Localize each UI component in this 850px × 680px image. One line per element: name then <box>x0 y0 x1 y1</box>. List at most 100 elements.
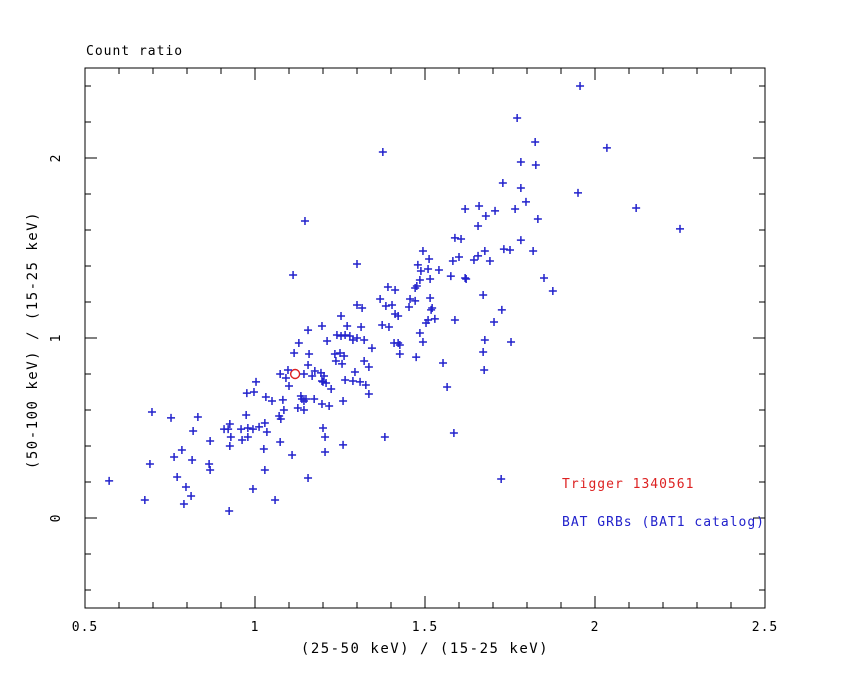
grb-point-marker <box>248 425 257 434</box>
grb-point-marker <box>516 236 525 245</box>
grb-point-marker <box>602 143 611 152</box>
grb-point-marker <box>632 204 641 213</box>
grb-point-marker <box>327 384 336 393</box>
grb-point-marker <box>299 370 308 378</box>
grb-point-marker <box>415 328 424 337</box>
grb-point-marker <box>448 256 457 265</box>
grb-point-marker <box>511 204 520 213</box>
grb-point-marker <box>350 368 359 377</box>
grb-point-marker <box>206 465 215 474</box>
grb-point-marker <box>289 271 298 279</box>
grb-point-marker <box>364 389 373 398</box>
grb-point-marker <box>225 506 234 515</box>
grb-point-marker <box>285 382 293 391</box>
grb-point-marker <box>225 442 234 450</box>
grb-point-marker <box>337 312 346 321</box>
grb-point-marker <box>341 330 350 339</box>
grb-point-marker <box>480 247 489 256</box>
grb-point-marker <box>339 397 348 405</box>
grb-point-marker <box>480 335 489 344</box>
x-tick-label: 1.5 <box>412 620 438 635</box>
grb-point-marker <box>357 323 366 332</box>
x-tick-label: 2.5 <box>752 620 778 635</box>
trigger-point-marker <box>289 368 301 380</box>
grb-point-marker <box>330 350 339 359</box>
grb-point-marker <box>300 217 309 225</box>
grb-point-marker <box>304 361 313 369</box>
grb-point-marker <box>676 224 684 233</box>
grb-point-marker <box>343 321 352 330</box>
grb-point-marker <box>480 366 489 375</box>
grb-point-marker <box>411 283 420 292</box>
grb-point-marker <box>394 312 403 321</box>
grb-point-marker <box>179 499 188 508</box>
grb-point-marker <box>261 393 270 402</box>
grb-point-marker <box>449 429 458 438</box>
grb-point-marker <box>426 274 435 283</box>
grb-point-marker <box>383 283 392 292</box>
grb-point-marker <box>531 161 540 170</box>
grb-point-marker <box>189 427 198 436</box>
grb-point-marker <box>434 265 443 274</box>
grb-point-marker <box>376 294 385 303</box>
grb-point-marker <box>206 436 215 445</box>
grb-point-marker <box>299 406 308 414</box>
grb-point-marker <box>498 179 507 188</box>
grb-point-marker <box>255 422 264 431</box>
grb-point-marker <box>516 184 525 193</box>
grb-point-marker <box>260 465 269 474</box>
grb-point-marker <box>427 305 436 314</box>
grb-point-marker <box>302 395 310 404</box>
grb-point-marker <box>304 474 313 483</box>
y-tick-label: 2 <box>49 154 64 163</box>
grb-point-marker <box>384 323 393 332</box>
grb-point-marker <box>305 350 314 359</box>
grb-point-marker <box>361 380 370 389</box>
grb-point-marker <box>424 265 433 274</box>
grb-point-marker <box>341 375 350 384</box>
x-tick-label: 0.5 <box>72 620 98 635</box>
grb-point-marker <box>317 400 326 409</box>
grb-point-marker <box>242 411 251 420</box>
grb-point-marker <box>497 305 506 314</box>
grb-point-marker <box>249 388 258 396</box>
grb-point-marker <box>276 370 285 378</box>
grb-point-marker <box>450 316 459 324</box>
grb-point-marker <box>279 406 288 414</box>
grb-point-marker <box>506 245 514 254</box>
grb-point-marker <box>576 82 585 90</box>
grb-point-marker <box>321 433 330 441</box>
grb-point-marker <box>412 281 421 290</box>
grb-point-marker <box>516 157 525 166</box>
grb-point-marker <box>507 337 516 346</box>
grb-point-marker <box>237 425 246 434</box>
grb-point-marker <box>193 413 202 422</box>
grb-point-marker <box>173 472 182 481</box>
grb-point-marker <box>304 326 313 335</box>
grb-point-marker <box>262 427 271 436</box>
grb-point-marker <box>243 433 252 441</box>
grb-point-marker <box>310 366 319 375</box>
grb-point-marker <box>271 496 280 504</box>
grb-point-marker <box>461 204 470 213</box>
grb-point-marker <box>317 377 326 386</box>
grb-point-marker <box>378 321 387 330</box>
legend-grbs-label: BAT GRBs (BAT1 catalog) <box>562 515 766 530</box>
grb-point-marker <box>320 371 329 380</box>
grb-point-marker <box>380 433 389 441</box>
grb-point-marker <box>394 339 403 348</box>
grb-point-marker <box>353 334 361 342</box>
grb-point-marker <box>540 274 548 283</box>
grb-point-marker <box>308 371 317 380</box>
grb-point-marker <box>491 206 500 215</box>
grb-point-marker <box>331 357 340 366</box>
grb-point-marker <box>317 321 326 330</box>
grb-point-marker <box>353 301 361 310</box>
grb-point-marker <box>533 215 542 224</box>
grb-point-marker <box>205 460 214 468</box>
grb-point-marker <box>181 483 190 492</box>
grb-point-marker <box>485 256 494 265</box>
grb-point-marker <box>418 337 427 346</box>
grb-point-marker <box>474 251 483 260</box>
